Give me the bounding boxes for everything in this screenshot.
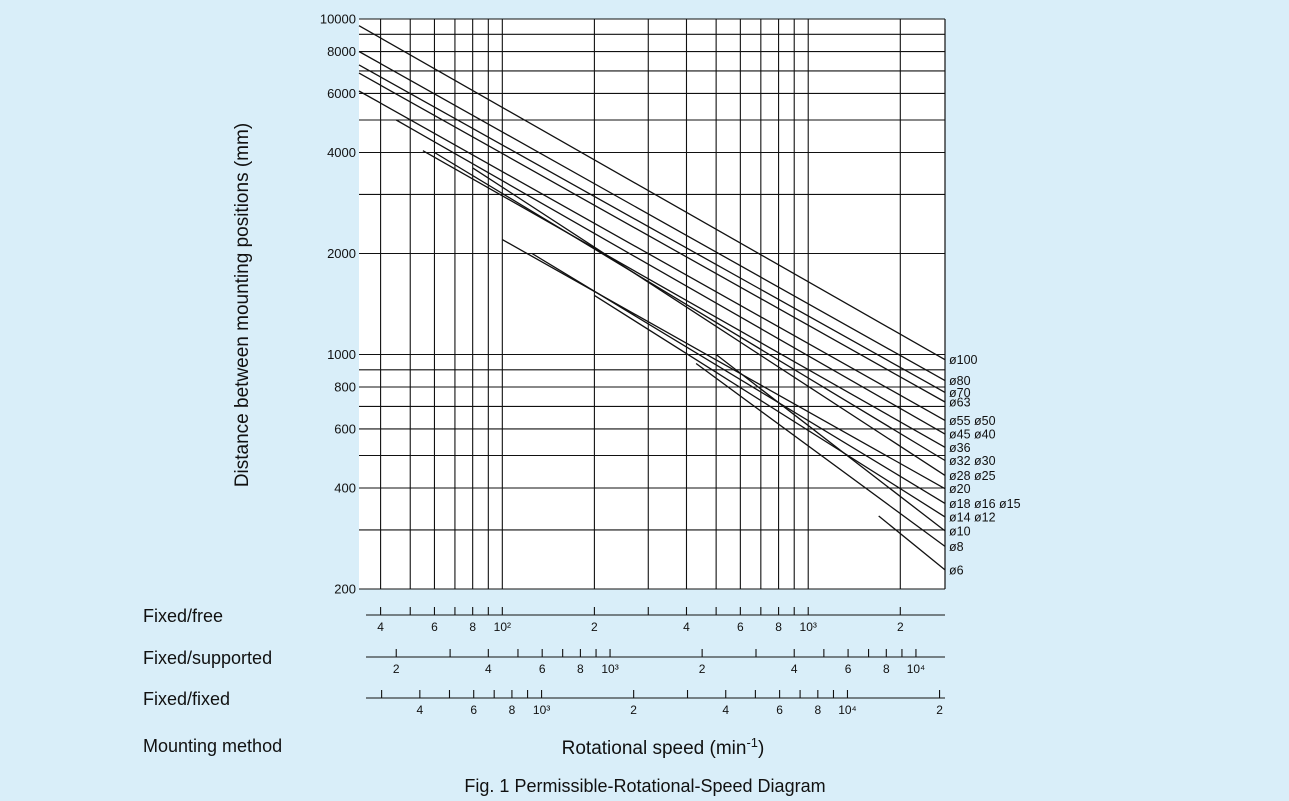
y-tick-label: 8000 xyxy=(327,44,356,59)
scale-tick-label: 2 xyxy=(591,620,598,634)
series-label: ø70 xyxy=(949,386,971,400)
series-line xyxy=(715,353,946,532)
series-label: ø10 xyxy=(949,524,971,538)
series-label: ø28 ø25 xyxy=(949,469,996,483)
scale-tick-label: 2 xyxy=(393,662,400,676)
scale-tick-label: 2 xyxy=(897,620,904,634)
figure-caption: Fig. 1 Permissible-Rotational-Speed Diag… xyxy=(464,776,825,796)
series-line xyxy=(501,239,946,490)
series-label: ø55 ø50 xyxy=(949,414,996,428)
scale-tick-label: 2 xyxy=(699,662,706,676)
scale-tick-label: 10⁴ xyxy=(907,662,926,676)
scale-tick-label: 8 xyxy=(775,620,782,634)
y-tick-label: 400 xyxy=(334,481,356,496)
y-tick-label: 6000 xyxy=(327,86,356,101)
series-label: ø32 ø30 xyxy=(949,454,996,468)
scale-tick-label: 6 xyxy=(431,620,438,634)
y-tick-label: 1000 xyxy=(327,347,356,362)
scale-tick-label: 10³ xyxy=(800,620,817,634)
series-line xyxy=(358,25,946,361)
series-line xyxy=(472,167,946,476)
mounting-scale-fixed-fixed: Fixed/fixed 4 6 8 10³ 2 4 6 8 10⁴ 2 xyxy=(143,689,945,717)
scale-tick-label: 4 xyxy=(377,620,384,634)
scale-tick-label: 4 xyxy=(791,662,798,676)
scale-tick-label: 2 xyxy=(630,703,637,717)
series-line xyxy=(422,150,946,448)
mounting-method-label: Mounting method xyxy=(143,736,282,756)
series-label: ø80 xyxy=(949,374,971,388)
series-line xyxy=(358,64,946,393)
scale-tick-label: 6 xyxy=(776,703,783,717)
series-line xyxy=(358,50,946,382)
scale-tick-label: 10³ xyxy=(533,703,550,717)
scale-tick-label: 6 xyxy=(845,662,852,676)
scale-tick-label: 10⁴ xyxy=(838,703,857,717)
series-label: ø36 xyxy=(949,441,971,455)
mounting-scale-name: Fixed/supported xyxy=(143,648,272,668)
series-label: ø20 xyxy=(949,482,971,496)
scale-tick-label: 8 xyxy=(509,703,516,717)
x-axis-label: Rotational speed (min-1) xyxy=(562,735,765,759)
series-line xyxy=(434,151,946,462)
plot-area-background xyxy=(359,19,945,589)
series-line xyxy=(358,72,946,403)
series-line xyxy=(594,294,946,518)
scale-tick-label: 8 xyxy=(814,703,821,717)
scale-tick-label: 4 xyxy=(683,620,690,634)
series-line xyxy=(395,119,946,435)
series-label: ø18 ø16 ø15 xyxy=(949,497,1021,511)
series-line xyxy=(695,362,946,547)
y-tick-label: 200 xyxy=(334,582,356,597)
scale-tick-label: 8 xyxy=(469,620,476,634)
x-axis-label-close: ) xyxy=(758,738,764,759)
scale-tick-label: 2 xyxy=(936,703,943,717)
mounting-scale-name: Fixed/free xyxy=(143,606,223,626)
y-axis-label: Distance between mounting positions (mm) xyxy=(232,123,253,487)
y-tick-label: 2000 xyxy=(327,246,356,261)
y-tick-label: 600 xyxy=(334,421,356,436)
series-label: ø6 xyxy=(949,563,964,577)
series-line xyxy=(531,252,946,504)
scale-tick-label: 6 xyxy=(470,703,477,717)
x-axis-label-exponent: -1 xyxy=(746,735,758,750)
mounting-scale-fixed-free: Fixed/free 4 6 8 10² 2 4 6 8 10³ 2 xyxy=(143,606,945,634)
scale-tick-label: 10³ xyxy=(601,662,618,676)
series-lines xyxy=(358,25,946,571)
scale-tick-label: 10² xyxy=(494,620,511,634)
y-tick-label: 10000 xyxy=(320,12,356,27)
mounting-scale-name: Fixed/fixed xyxy=(143,689,230,709)
mounting-scales: Fixed/free 4 6 8 10² 2 4 6 8 10³ 2 Fixed/supported 2… xyxy=(143,606,945,717)
series-label: ø45 ø40 xyxy=(949,428,996,442)
y-tick-label: 4000 xyxy=(327,145,356,160)
series-label: ø8 xyxy=(949,540,964,554)
series-label: ø14 ø12 xyxy=(949,510,996,524)
scale-tick-label: 8 xyxy=(577,662,584,676)
y-tick-label: 800 xyxy=(334,380,356,395)
x-axis-label-main: Rotational speed (min xyxy=(562,738,747,759)
scale-tick-label: 8 xyxy=(883,662,890,676)
scale-tick-label: 4 xyxy=(416,703,423,717)
mounting-scale-fixed-supported: Fixed/supported 2 4 6 8 10³ 2 4 6 8 10⁴ xyxy=(143,648,945,676)
scale-tick-label: 4 xyxy=(485,662,492,676)
series-label: ø100 xyxy=(949,353,978,367)
scale-tick-label: 4 xyxy=(722,703,729,717)
scale-tick-label: 6 xyxy=(737,620,744,634)
y-tick-labels: 10000 8000 6000 4000 2000 1000 800 600 400 200 xyxy=(320,12,356,597)
series-label: ø63 xyxy=(949,395,971,409)
scale-tick-label: 6 xyxy=(539,662,546,676)
series-line xyxy=(878,515,946,571)
series-line xyxy=(358,90,946,421)
